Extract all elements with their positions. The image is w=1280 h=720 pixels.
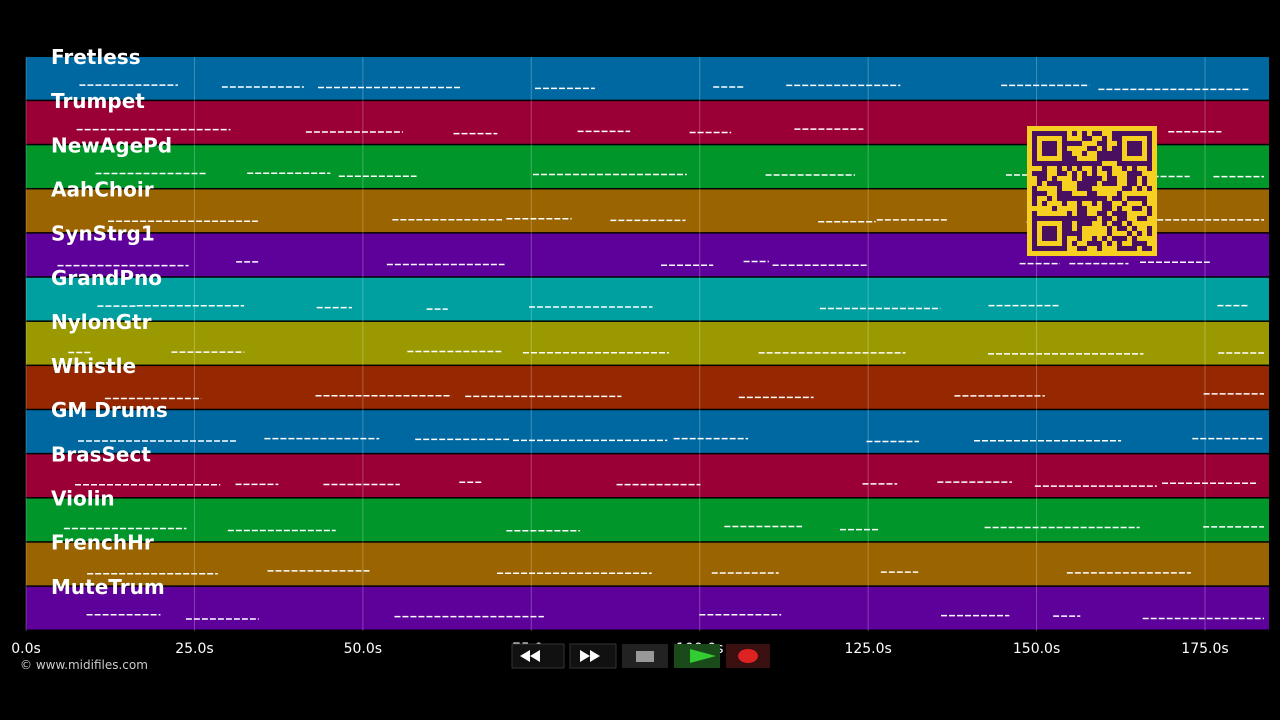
track-name: FrenchHr <box>51 531 154 555</box>
track-name: Violin <box>51 487 115 511</box>
x-tick-label: 150.0s <box>1013 641 1060 657</box>
x-tick-label: 25.0s <box>175 641 213 657</box>
rewind-button[interactable] <box>511 643 565 669</box>
track-name: Fretless <box>51 45 141 69</box>
track-name: GM Drums <box>51 398 168 422</box>
track-row <box>26 57 1269 100</box>
copyright: © www.midifiles.com <box>20 658 148 672</box>
x-tick-label: 175.0s <box>1181 641 1228 657</box>
x-tick-label: 0.0s <box>11 641 41 657</box>
track-name: AahChoir <box>51 177 154 201</box>
track-name: NewAgePd <box>51 133 172 157</box>
track-row <box>26 366 1269 409</box>
track-row <box>26 454 1269 498</box>
track-row <box>26 498 1269 542</box>
x-tick-label: 50.0s <box>344 641 382 657</box>
track-name: Whistle <box>51 354 136 378</box>
track-name: SynStrg1 <box>51 222 155 246</box>
track-row <box>26 277 1269 321</box>
stop-button[interactable] <box>622 644 668 668</box>
x-tick-label: 125.0s <box>844 641 891 657</box>
track-row <box>26 586 1269 630</box>
track-name: MuteTrum <box>51 575 165 599</box>
track-name: NylonGtr <box>51 310 152 334</box>
play-button[interactable] <box>674 644 720 668</box>
track-name: GrandPno <box>51 266 162 290</box>
track-name: Trumpet <box>51 89 145 113</box>
forward-button[interactable] <box>569 643 617 669</box>
track-row <box>26 542 1269 586</box>
track-row <box>26 321 1269 365</box>
record-button[interactable] <box>726 644 770 668</box>
track-row <box>26 410 1269 453</box>
qr-code <box>1027 126 1157 256</box>
track-name: BrasSect <box>51 442 151 466</box>
